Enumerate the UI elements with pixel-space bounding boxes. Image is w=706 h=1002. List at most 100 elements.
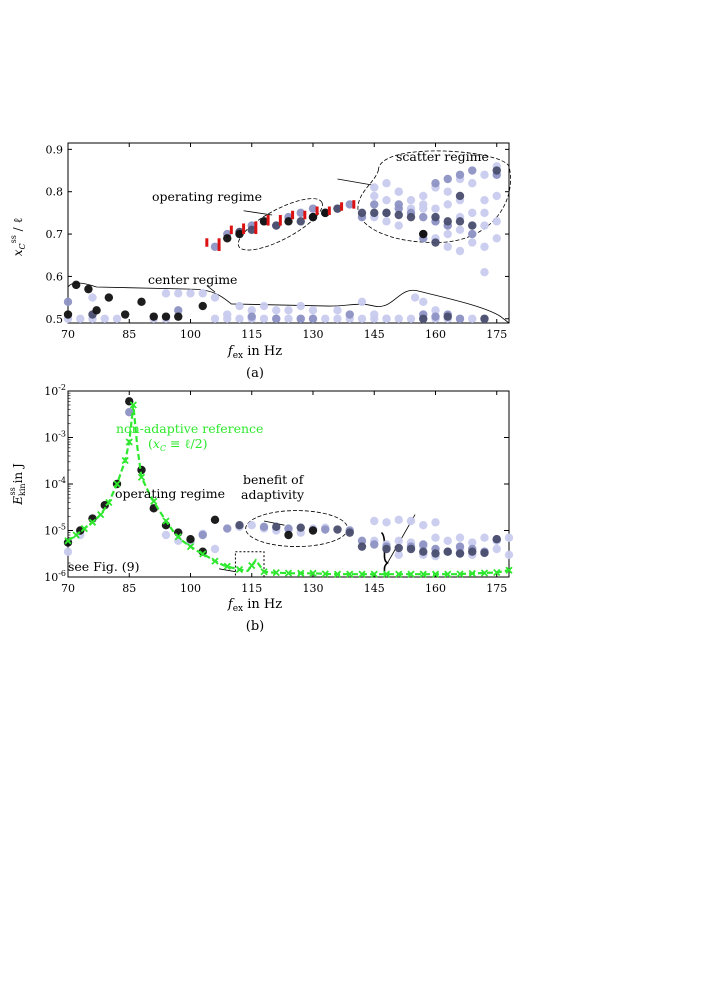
- reference-marker: [199, 550, 207, 558]
- data-point-light: [333, 314, 342, 323]
- data-point-light: [357, 314, 367, 323]
- data-point-light: [100, 314, 109, 323]
- reference-marker: [480, 569, 489, 577]
- data-point-black: [210, 515, 220, 524]
- chart-b-xtick-label: 160: [425, 582, 446, 595]
- data-point-mid: [247, 312, 256, 321]
- data-point-black: [186, 534, 195, 544]
- annotation-scatter-regime: scatter regime: [396, 149, 489, 164]
- data-point-light: [174, 289, 183, 298]
- data-point-dark: [455, 191, 465, 201]
- data-point-mid: [468, 229, 477, 239]
- data-point-light: [357, 297, 367, 307]
- data-point-light: [504, 533, 514, 542]
- data-point-light: [419, 297, 428, 307]
- leader-operating: [243, 210, 273, 216]
- data-point-black: [321, 208, 330, 218]
- data-point-black: [161, 312, 171, 321]
- data-point-black: [223, 234, 232, 243]
- data-point-light: [370, 310, 379, 319]
- data-point-light: [235, 301, 244, 311]
- data-point-light: [455, 225, 465, 235]
- chart-a-xtick-label: 85: [122, 328, 136, 341]
- data-point-mid: [198, 530, 207, 540]
- data-point-black: [84, 284, 93, 294]
- annotation-operating-regime-b: operating regime: [115, 486, 225, 501]
- reference-marker: [129, 401, 137, 409]
- data-point-light: [210, 544, 220, 554]
- data-point-dark: [235, 521, 244, 530]
- data-point-mid: [431, 179, 440, 188]
- data-point-dark: [357, 208, 367, 218]
- data-point-black: [198, 301, 207, 311]
- data-point-light: [394, 515, 403, 524]
- data-point-light: [480, 195, 489, 205]
- scatter-regime-outline: [357, 150, 511, 243]
- data-point-light: [210, 293, 220, 302]
- reference-marker: [162, 517, 170, 525]
- data-point-light: [406, 195, 416, 205]
- chart-a-regions: [67, 150, 511, 324]
- data-point-light: [210, 314, 220, 323]
- chart-a-xtick-label: 145: [364, 328, 385, 341]
- data-point-dark: [394, 210, 403, 220]
- data-point-dark: [333, 204, 342, 213]
- data-point-light: [394, 550, 403, 560]
- data-point-black: [259, 217, 269, 226]
- leader-scatter: [337, 178, 375, 186]
- data-point-black: [92, 306, 101, 315]
- chart-a-xtick-label: 70: [61, 328, 75, 341]
- reference-curve: [67, 404, 510, 576]
- data-point-black: [120, 310, 130, 319]
- data-point-light: [382, 217, 391, 226]
- data-point-mid: [370, 200, 379, 209]
- reference-marker: [419, 570, 427, 578]
- annotation-center-regime: center regime: [148, 272, 237, 287]
- data-point-light: [410, 293, 420, 302]
- reference-marker: [407, 570, 415, 578]
- chart-a-points: [63, 162, 501, 323]
- data-point-light: [259, 301, 269, 311]
- reference-marker: [493, 568, 501, 577]
- data-point-light: [259, 314, 269, 323]
- data-point-mid: [345, 310, 354, 319]
- chart-a-ylabel: xCss / ℓ: [9, 217, 27, 256]
- chart-a-xtick-label: 160: [425, 328, 446, 341]
- reference-marker: [309, 569, 317, 577]
- reference-marker: [64, 537, 72, 545]
- data-point-dark: [382, 544, 391, 554]
- data-point-light: [308, 306, 318, 315]
- reference-marker: [174, 533, 182, 541]
- data-point-mid: [455, 314, 465, 323]
- see-fig-box: [234, 551, 265, 578]
- chart-a-ytick-label: 0.8: [46, 186, 64, 199]
- data-point-light: [296, 301, 305, 311]
- reference-marker: [125, 438, 133, 446]
- chart-b-ytick-label: 10-6: [44, 569, 66, 584]
- data-point-light: [382, 314, 391, 323]
- reference-marker: [358, 570, 366, 578]
- chart-b-ytick-label: 10-5: [44, 523, 66, 538]
- data-point-mid: [419, 212, 428, 222]
- chart-a-xtick-label: 175: [486, 328, 507, 341]
- chart-b-xtick-label: 70: [61, 582, 75, 595]
- data-point-light: [63, 547, 73, 556]
- data-point-light: [492, 191, 501, 201]
- data-point-light: [492, 217, 501, 226]
- data-point-light: [468, 314, 477, 323]
- data-point-mid: [443, 174, 452, 184]
- chart-b-ylabel: Ekinss in J: [8, 463, 27, 506]
- data-point-light: [112, 314, 122, 323]
- reference-marker: [97, 510, 105, 519]
- leader-operating-b: [263, 520, 285, 526]
- data-point-mid: [370, 540, 379, 549]
- data-point-black: [308, 212, 318, 222]
- chart-a-xtick-label: 130: [303, 328, 324, 341]
- reference-marker: [505, 566, 513, 574]
- data-point-light: [321, 314, 330, 323]
- annotation-reference-def: (xC ≡ ℓ/2): [148, 436, 208, 453]
- reference-marker: [333, 570, 342, 578]
- leader-center: [206, 285, 216, 293]
- data-point-dark: [419, 314, 428, 323]
